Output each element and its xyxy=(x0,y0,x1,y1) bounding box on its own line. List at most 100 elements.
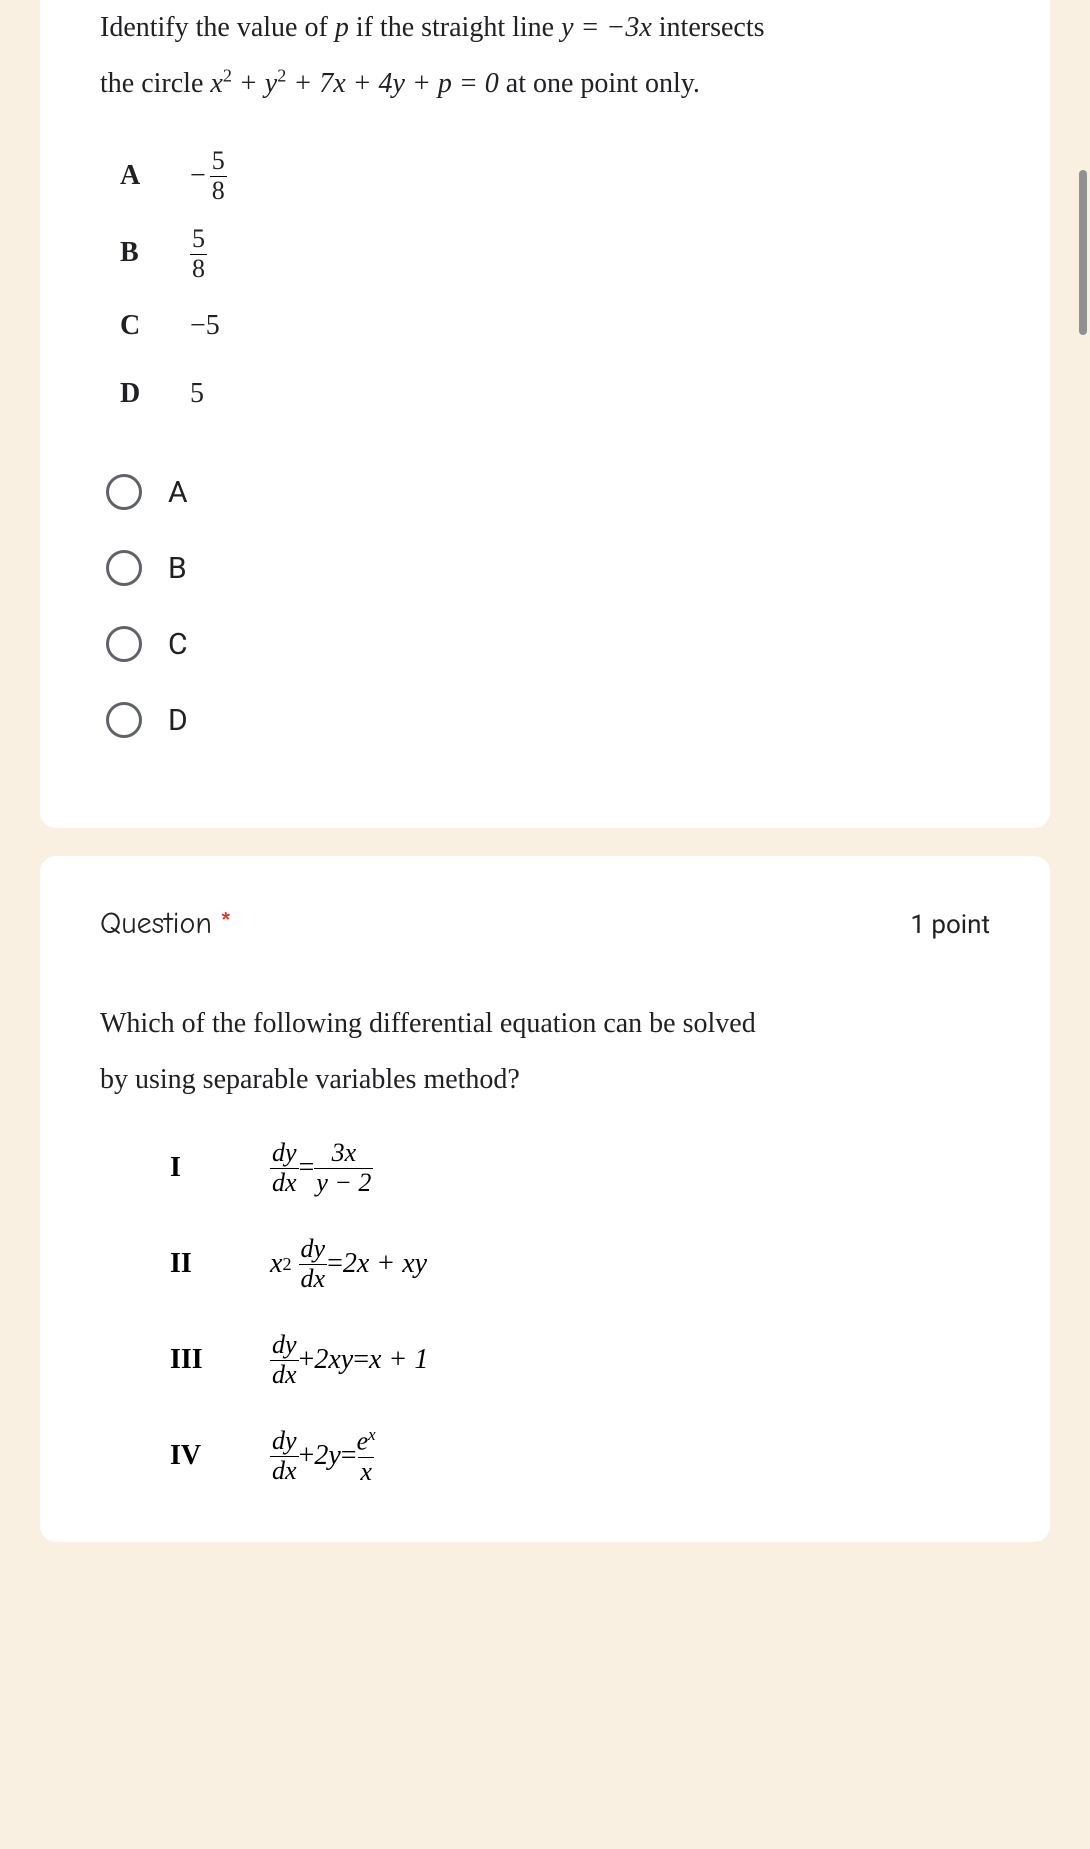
answer-letter: B xyxy=(120,237,190,269)
question-card-2: Question * 1 point Which of the followin… xyxy=(40,856,1050,1542)
sup-x: x xyxy=(368,1425,376,1444)
eq-body: x2 dy dx = 2x + xy xyxy=(270,1235,427,1293)
option-B[interactable]: B xyxy=(106,550,990,586)
eq-row-I: I dy dx = 3x y − 2 xyxy=(170,1128,990,1208)
q2-title: Question xyxy=(100,906,212,941)
denominator: 8 xyxy=(210,176,227,206)
q2-equation-table: I dy dx = 3x y − 2 II x2 dy dx xyxy=(170,1128,990,1496)
denominator: dx xyxy=(270,1168,299,1198)
answer-row-C: C −5 xyxy=(120,301,990,351)
q2-header: Question * 1 point xyxy=(100,906,990,941)
q2-title-wrap: Question * xyxy=(100,906,232,941)
radio-icon[interactable] xyxy=(106,702,142,738)
q1-eq2-b: + y xyxy=(232,68,277,99)
answer-letter: D xyxy=(120,378,190,410)
radio-icon[interactable] xyxy=(106,474,142,510)
q2-line1: Which of the following differential equa… xyxy=(100,1008,756,1039)
eq-body: dy dx + 2y = ex x xyxy=(270,1426,376,1486)
q1-text: if the straight line xyxy=(349,12,561,43)
q1-sup: 2 xyxy=(277,66,286,86)
eq-label: II xyxy=(170,1248,270,1280)
q1-text: the circle xyxy=(100,68,210,99)
q1-answer-table: A − 5 8 B 5 8 xyxy=(120,147,990,419)
sup-2: 2 xyxy=(282,1254,291,1275)
q1-prompt: Identify the value of p if the straight … xyxy=(100,0,990,112)
q2-line2: by using separable variables method? xyxy=(100,1064,520,1095)
q1-text: Identify the value of xyxy=(100,12,335,43)
answer-letter: A xyxy=(120,160,190,192)
eq-row-III: III dy dx + 2xy = x + 1 xyxy=(170,1320,990,1400)
denominator: y − 2 xyxy=(314,1168,373,1198)
denominator: dx xyxy=(270,1456,299,1486)
scrollbar-track[interactable] xyxy=(1076,0,1090,1849)
option-C[interactable]: C xyxy=(106,626,990,662)
answer-value: 5 xyxy=(190,378,204,410)
eq-label: III xyxy=(170,1344,270,1376)
q1-eq1: y = −3x xyxy=(561,12,652,43)
q1-text: intersects xyxy=(652,12,765,43)
fraction-dy-dx: dy dx xyxy=(270,1139,299,1197)
required-icon: * xyxy=(220,906,232,941)
fraction-dy-dx: dy dx xyxy=(270,1331,299,1389)
denominator: dx xyxy=(299,1264,328,1294)
option-label: B xyxy=(168,551,187,586)
q1-text: at one point only. xyxy=(499,68,700,99)
q2-prompt: Which of the following differential equa… xyxy=(100,996,990,1108)
numerator: dy xyxy=(272,1139,297,1168)
eq-label: I xyxy=(170,1152,270,1184)
plus: + xyxy=(299,1344,315,1376)
numerator: 5 xyxy=(192,225,205,254)
eq-row-IV: IV dy dx + 2y = ex x xyxy=(170,1416,990,1496)
fraction-3x-y2: 3x y − 2 xyxy=(314,1139,373,1197)
neg-sign: − xyxy=(190,160,206,192)
numerator: dy xyxy=(272,1427,297,1456)
numerator: dy xyxy=(301,1235,326,1264)
fraction-dy-dx: dy dx xyxy=(299,1235,328,1293)
radio-icon[interactable] xyxy=(106,550,142,586)
question-card-1: Identify the value of p if the straight … xyxy=(40,0,1050,828)
equals: = xyxy=(299,1152,315,1184)
x: x xyxy=(270,1248,282,1280)
eq-label: IV xyxy=(170,1440,270,1472)
answer-row-A: A − 5 8 xyxy=(120,147,990,205)
radio-icon[interactable] xyxy=(106,626,142,662)
answer-row-D: D 5 xyxy=(120,369,990,419)
eq-body: dy dx + 2xy = x + 1 xyxy=(270,1331,428,1389)
numerator: 3x xyxy=(332,1139,357,1168)
numerator: ex xyxy=(357,1426,376,1456)
denominator: dx xyxy=(270,1360,299,1390)
q1-options: A B C D xyxy=(106,474,990,738)
option-label: A xyxy=(168,475,188,510)
option-D[interactable]: D xyxy=(106,702,990,738)
fraction: 5 8 xyxy=(210,147,227,205)
fraction-dy-dx: dy dx xyxy=(270,1427,299,1485)
answer-row-B: B 5 8 xyxy=(120,223,990,283)
equals: = xyxy=(353,1344,369,1376)
q1-var-p: p xyxy=(335,12,349,43)
numerator: dy xyxy=(272,1331,297,1360)
twoy: 2y xyxy=(314,1440,340,1472)
eq-body: dy dx = 3x y − 2 xyxy=(270,1139,373,1197)
eq-row-II: II x2 dy dx = 2x + xy xyxy=(170,1224,990,1304)
denominator: 8 xyxy=(190,254,207,284)
rhs: x + 1 xyxy=(369,1344,428,1376)
q2-points: 1 point xyxy=(910,910,990,940)
fraction-ex-x: ex x xyxy=(357,1426,376,1486)
q1-eq2-a: x xyxy=(210,68,222,99)
option-A[interactable]: A xyxy=(106,474,990,510)
answer-letter: C xyxy=(120,310,190,342)
option-label: C xyxy=(168,627,188,662)
twoxy: 2xy xyxy=(314,1344,353,1376)
equals: = xyxy=(327,1248,343,1280)
denominator: x xyxy=(358,1457,374,1487)
answer-value: −5 xyxy=(190,310,220,342)
option-label: D xyxy=(168,703,188,738)
equals: = xyxy=(341,1440,357,1472)
numerator: 5 xyxy=(212,147,225,176)
e: e xyxy=(357,1427,369,1456)
fraction: 5 8 xyxy=(190,225,207,283)
scrollbar-thumb[interactable] xyxy=(1079,170,1087,335)
q1-eq2-c: + 7x + 4y + p = 0 xyxy=(286,68,498,99)
answer-value: − 5 8 xyxy=(190,147,227,205)
plus: + xyxy=(299,1440,315,1472)
